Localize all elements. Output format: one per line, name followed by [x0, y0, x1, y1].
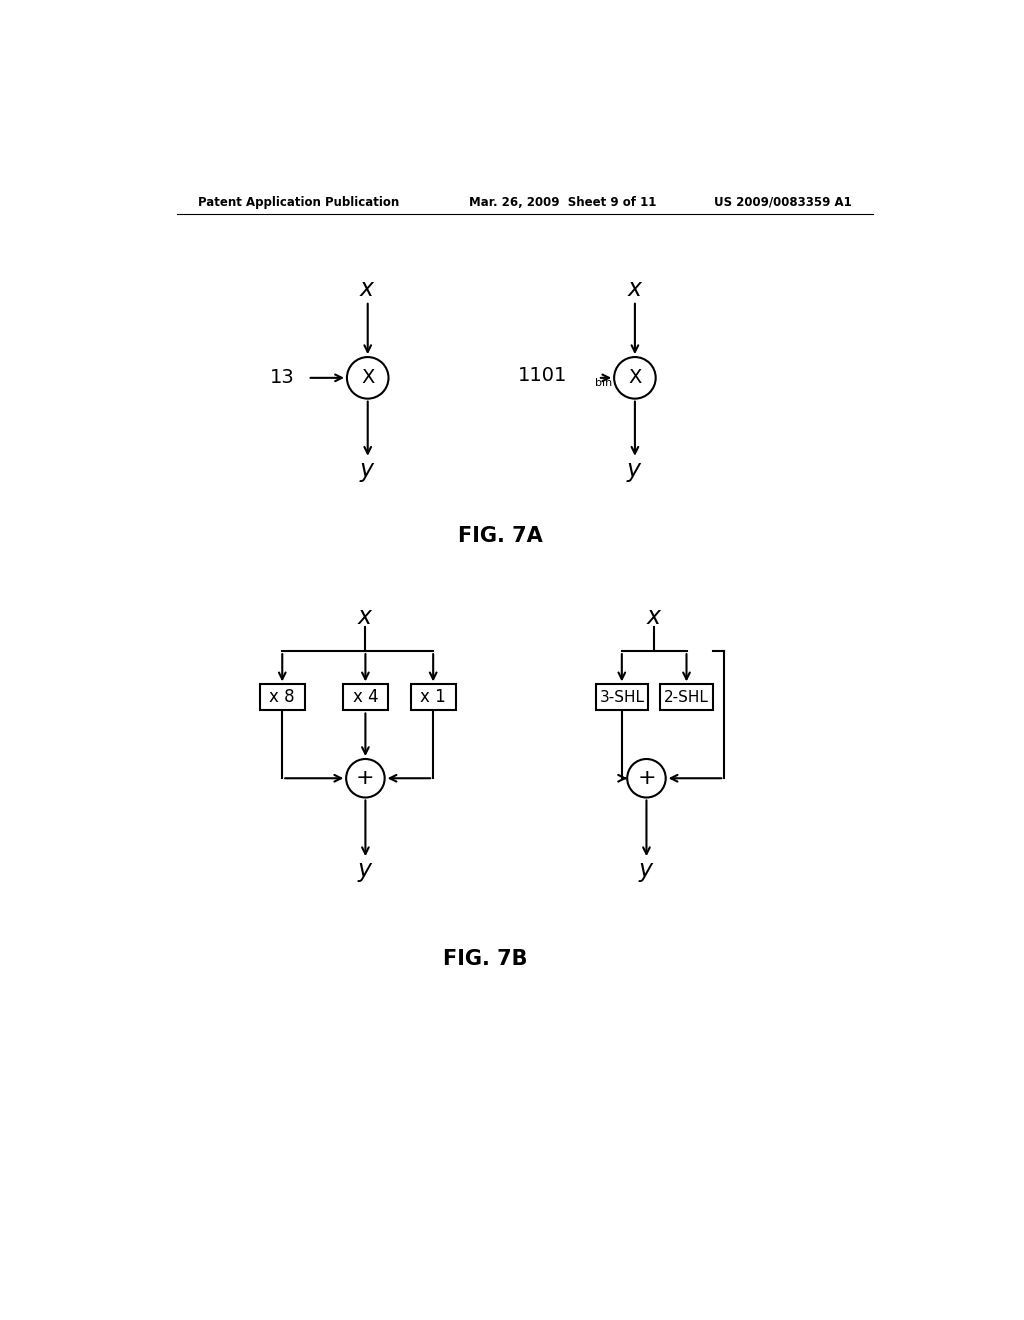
Text: Patent Application Publication: Patent Application Publication [199, 195, 399, 209]
Text: FIG. 7B: FIG. 7B [442, 949, 527, 969]
Text: $y$: $y$ [357, 861, 374, 884]
Bar [596, 684, 648, 710]
Text: Mar. 26, 2009  Sheet 9 of 11: Mar. 26, 2009 Sheet 9 of 11 [469, 195, 656, 209]
Text: $x$: $x$ [359, 277, 376, 301]
Circle shape [346, 759, 385, 797]
Text: 3-SHL: 3-SHL [599, 690, 644, 705]
Circle shape [628, 759, 666, 797]
Text: X: X [361, 368, 375, 387]
Text: x 8: x 8 [269, 689, 295, 706]
Bar [411, 684, 456, 710]
Text: bin: bin [595, 379, 612, 388]
Text: 13: 13 [269, 368, 295, 387]
Text: +: + [637, 768, 655, 788]
Text: +: + [356, 768, 375, 788]
Bar [660, 684, 713, 710]
Text: $x$: $x$ [646, 605, 663, 628]
Text: $y$: $y$ [627, 459, 643, 484]
Text: FIG. 7A: FIG. 7A [458, 525, 543, 545]
Text: 1101: 1101 [518, 366, 567, 385]
Text: X: X [628, 368, 642, 387]
Text: $x$: $x$ [627, 277, 643, 301]
Text: 2-SHL: 2-SHL [664, 690, 709, 705]
Text: $y$: $y$ [638, 861, 655, 884]
Bar [260, 684, 304, 710]
Text: $y$: $y$ [359, 459, 376, 484]
Circle shape [347, 358, 388, 399]
Text: US 2009/0083359 A1: US 2009/0083359 A1 [714, 195, 851, 209]
Bar [343, 684, 388, 710]
Text: x 4: x 4 [352, 689, 378, 706]
Text: x 1: x 1 [420, 689, 446, 706]
Circle shape [614, 358, 655, 399]
Text: $x$: $x$ [357, 605, 374, 628]
